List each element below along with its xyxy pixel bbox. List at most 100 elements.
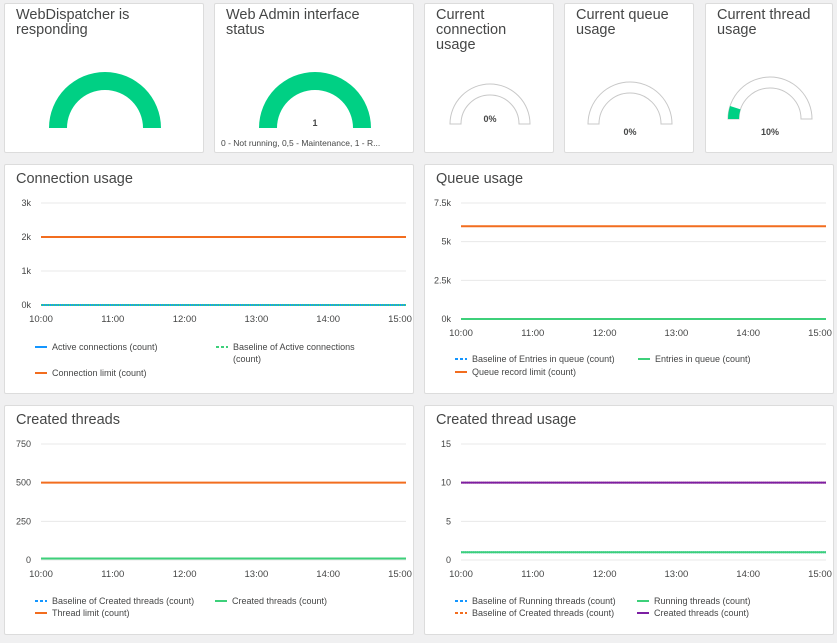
gauge-legend: 0 - Not running, 0,5 - Maintenance, 1 - … [221,138,381,148]
legend-swatch [35,372,47,374]
legend-label: Thread limit (count) [52,608,130,618]
legend-item[interactable]: Queue record limit (count) [455,366,576,378]
legend-swatch [455,600,467,602]
line-chart: 7.5k 5k 2.5k 0k 10:00 11:00 12:00 13:00 14:00 15:… [434,198,832,339]
x-tick-label: 15:00 [388,314,412,325]
legend-swatch [455,358,467,360]
x-tick-label: 15:00 [808,328,832,339]
legend-swatch [637,600,649,602]
legend-swatch [638,358,650,360]
legend-label: Baseline of Running threads (count) [472,596,616,606]
tile-title: WebDispatcher is responding [16,7,130,38]
x-tick-label: 12:00 [173,314,197,325]
y-tick-label: 0 [26,555,31,565]
chart-tile-created-thread-usage[interactable]: Created thread usage 15 10 5 0 10:00 11:00 12:… [424,405,834,635]
x-tick-label: 14:00 [736,569,760,580]
gauge-tile-thread-usage[interactable]: Current thread usage 10% [705,3,833,153]
gauge-tile-queue-usage[interactable]: Current queue usage 0% [564,3,694,153]
legend-item[interactable]: Running threads (count) [637,595,751,607]
y-tick-label: 1k [21,266,31,276]
gauge-track [727,76,813,120]
y-tick-label: 2.5k [434,275,452,285]
legend-label: Running threads (count) [654,596,751,606]
x-tick-label: 14:00 [316,314,340,325]
x-tick-label: 12:00 [593,328,617,339]
chart-legend: Baseline of Entries in queue (count) Ent… [455,353,825,389]
gauge-tile-connection-usage[interactable]: Current connection usage 0% [424,3,554,153]
gauge-track [587,81,673,125]
x-tick-label: 13:00 [665,328,689,339]
chart-tile-created-threads[interactable]: Created threads 750 500 250 0 10:00 11:00 12:0… [4,405,414,635]
x-tick-label: 14:00 [736,328,760,339]
legend-swatch [215,600,227,602]
x-tick-label: 14:00 [316,569,340,580]
gauge-tile-web-admin-status[interactable]: Web Admin interface status 1 0 - Not run… [214,3,414,153]
gauge-track [449,83,531,125]
legend-swatch [35,600,47,602]
legend-label: Baseline of Created threads (count) [472,608,615,618]
y-tick-label: 5 [446,516,451,526]
y-tick-label: 750 [16,439,31,449]
y-tick-label: 500 [16,478,31,488]
x-tick-label: 15:00 [388,569,412,580]
legend-item[interactable]: Baseline of Created threads (count) [35,595,194,607]
legend-label: Baseline of Entries in queue (count) [472,354,615,364]
chart-tile-queue-usage[interactable]: Queue usage 7.5k 5k 2.5k 0k 10:00 11:00 12:00 1… [424,164,834,394]
legend-item[interactable]: Entries in queue (count) [638,353,751,365]
y-tick-label: 250 [16,516,31,526]
chart-title: Created thread usage [436,412,577,428]
line-chart: 750 500 250 0 10:00 11:00 12:00 13:00 14:00 15:00 [16,439,412,580]
chart-legend: Baseline of Running threads (count) Runn… [455,595,825,631]
y-tick-label: 0 [446,555,451,565]
legend-item[interactable]: Baseline of Entries in queue (count) [455,353,615,365]
legend-label: Connection limit (count) [52,368,147,378]
gauge-value: 0% [623,127,637,137]
legend-item[interactable]: Created threads (count) [637,607,749,619]
legend-label: Entries in queue (count) [655,354,751,364]
chart-legend: Active connections (count) Baseline of A… [35,339,405,389]
chart-title: Queue usage [436,171,524,187]
legend-swatch [637,612,649,614]
x-tick-label: 11:00 [101,314,124,325]
legend-label: Active connections (count) [52,342,158,352]
gauge [587,81,673,125]
line-chart: 15 10 5 0 10:00 11:00 12:00 13:00 14:00 15:00 [441,439,832,580]
x-tick-label: 10:00 [449,328,473,339]
gauge-tile-webdispatcher[interactable]: WebDispatcher is responding [4,3,204,153]
x-tick-label: 11:00 [521,569,544,580]
tile-title: Current queue usage [576,7,669,38]
legend-swatch [455,371,467,373]
legend-label: Baseline of Created threads (count) [52,596,195,606]
x-tick-label: 10:00 [29,569,53,580]
gauge-track [49,72,161,128]
gauge-value: 1 [312,118,318,128]
legend-item[interactable]: Thread limit (count) [35,607,130,619]
legend-item[interactable]: Created threads (count) [215,595,327,607]
legend-item[interactable]: Connection limit (count) [35,367,147,379]
x-tick-label: 10:00 [29,314,53,325]
legend-item[interactable]: Baseline of Active connections (count) [216,341,373,365]
x-tick-label: 12:00 [593,569,617,580]
chart-tile-connection-usage[interactable]: Connection usage 3k 2k 1k 0k 10:00 11:00 12:00… [4,164,414,394]
x-tick-label: 12:00 [173,569,197,580]
legend-item[interactable]: Baseline of Created threads (count) [455,607,614,619]
chart-title: Created threads [16,412,120,428]
legend-label: Baseline of Active connections (count) [233,342,355,364]
gauge-value: 10% [760,127,779,137]
legend-item[interactable]: Baseline of Running threads (count) [455,595,616,607]
tile-title: Web Admin interface status [226,7,360,38]
legend-swatch [35,612,47,614]
gauge [49,72,161,128]
legend-swatch [216,346,228,348]
y-tick-label: 0k [21,300,31,310]
y-tick-label: 15 [441,439,451,449]
legend-swatch [455,612,467,614]
legend-item[interactable]: Active connections (count) [35,341,158,353]
legend-swatch [35,346,47,348]
gauge-value: 0% [483,114,497,124]
y-tick-label: 10 [441,478,451,488]
x-tick-label: 15:00 [808,569,832,580]
gauge [727,76,813,120]
x-tick-label: 11:00 [101,569,124,580]
y-tick-label: 3k [21,198,31,208]
